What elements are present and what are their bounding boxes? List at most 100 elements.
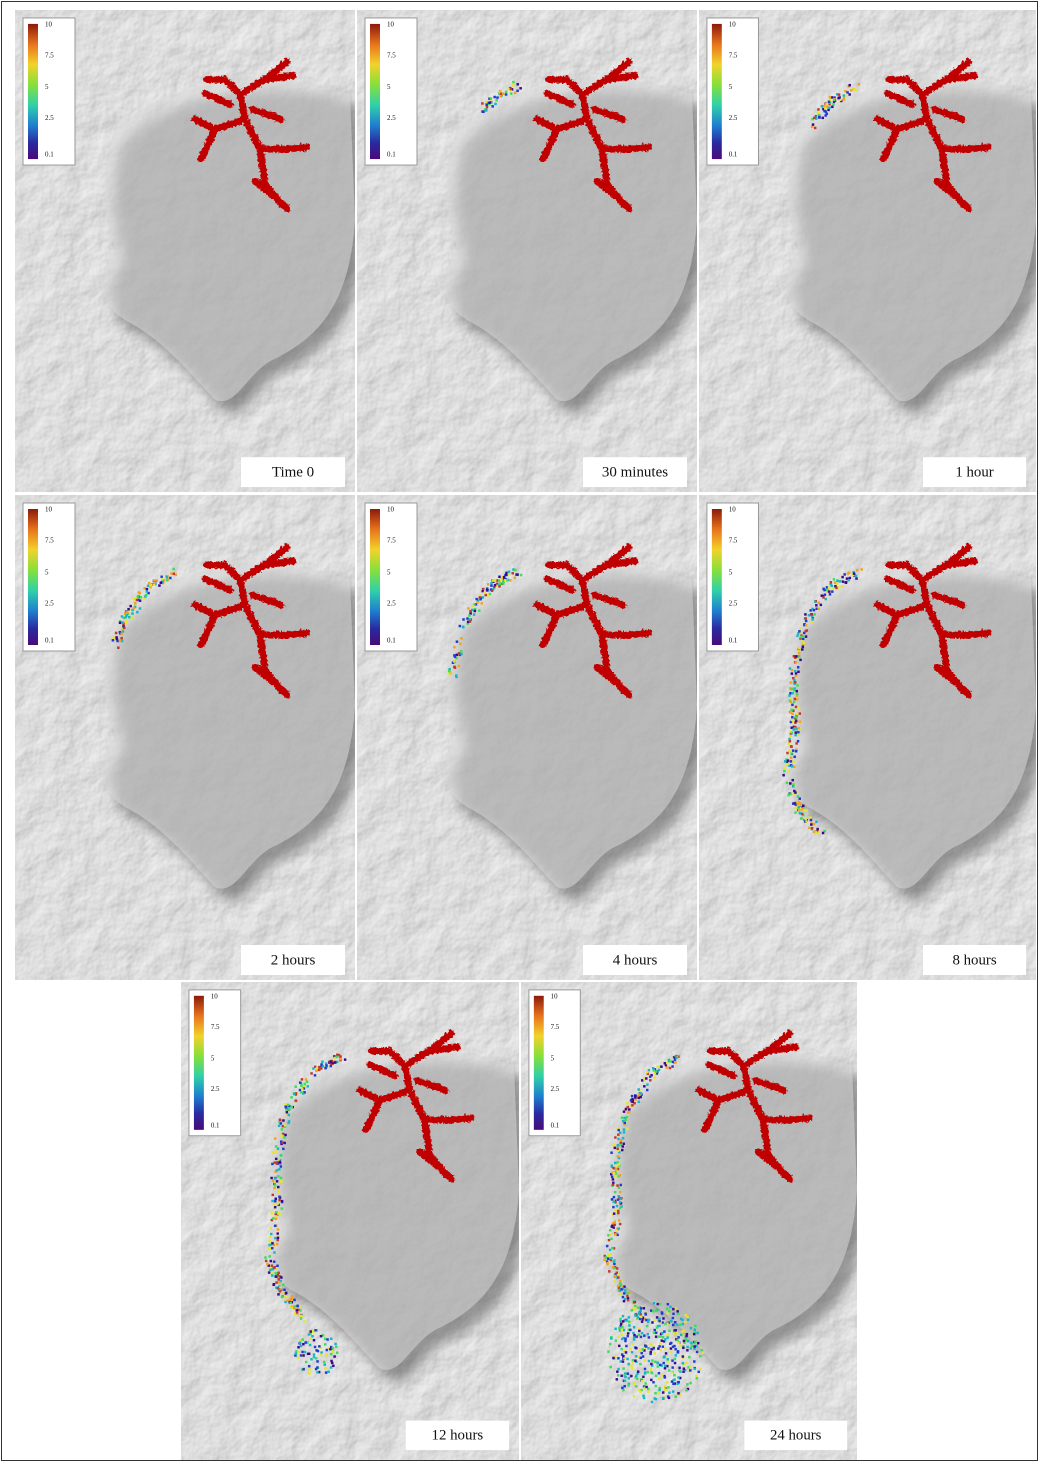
legend-tick-label: 0.1 xyxy=(729,637,738,645)
legend-tick-label: 10 xyxy=(387,21,395,29)
plume-cell xyxy=(674,1395,676,1397)
flood-extent xyxy=(768,1047,796,1051)
plume-cell xyxy=(795,661,797,664)
plume-cell xyxy=(834,581,836,584)
plume-cell xyxy=(640,1316,642,1318)
plume-cell xyxy=(308,1372,310,1374)
plume-cell xyxy=(271,1274,273,1276)
legend-tick-label: 5 xyxy=(211,1055,215,1062)
plume-cell xyxy=(486,588,489,591)
map-panel: 107.552.50.130 minutes xyxy=(357,10,697,492)
plume-cell xyxy=(325,1354,327,1356)
plume-cell xyxy=(788,770,790,773)
plume-cell xyxy=(789,740,791,743)
plume-cell xyxy=(478,609,481,612)
plume-cell xyxy=(626,1102,628,1104)
plume-cell xyxy=(499,582,502,585)
plume-cell xyxy=(614,1136,616,1138)
plume-cell xyxy=(663,1330,665,1332)
plume-cell xyxy=(620,1198,622,1200)
legend-tick-label: 0.1 xyxy=(45,151,54,159)
plume-cell xyxy=(610,1233,612,1235)
plume-cell xyxy=(485,109,488,111)
plume-cell xyxy=(795,742,797,745)
plume-cell xyxy=(307,1085,309,1087)
plume-cell xyxy=(295,1350,297,1352)
plume-cell xyxy=(689,1382,691,1384)
plume-cell xyxy=(300,1354,302,1356)
plume-cell xyxy=(299,1309,301,1311)
plume-cell xyxy=(282,1148,284,1150)
plume-cell xyxy=(631,1351,633,1353)
plume-cell xyxy=(633,1334,635,1336)
plume-cell xyxy=(304,1351,306,1353)
plume-cell xyxy=(674,1329,676,1331)
plume-cell xyxy=(609,1366,611,1368)
plume-cell xyxy=(677,1351,679,1353)
plume-cell xyxy=(783,767,785,770)
plume-cell xyxy=(275,1158,277,1160)
plume-cell xyxy=(280,1177,282,1179)
plume-cell xyxy=(797,727,799,730)
plume-cell xyxy=(651,1359,653,1361)
plume-cell xyxy=(656,1316,658,1318)
legend-tick-label: 10 xyxy=(45,21,53,29)
plume-cell xyxy=(631,1098,633,1100)
plume-cell xyxy=(666,1336,668,1338)
plume-cell xyxy=(617,1357,619,1359)
plume-cell xyxy=(623,1329,625,1331)
plume-cell xyxy=(674,1358,676,1360)
plume-cell xyxy=(646,1089,648,1091)
plume-cell xyxy=(793,766,795,769)
plume-cell xyxy=(612,1167,614,1169)
color-bar xyxy=(712,24,722,159)
plume-cell xyxy=(626,1128,628,1130)
plume-cell xyxy=(621,1333,623,1335)
plume-cell xyxy=(613,1263,615,1265)
plume-cell xyxy=(170,572,173,575)
plume-cell xyxy=(844,90,846,92)
plume-cell xyxy=(648,1336,650,1338)
plume-cell xyxy=(275,1275,277,1277)
plume-cell xyxy=(623,1385,625,1387)
plume-cell xyxy=(678,1367,680,1369)
plume-cell xyxy=(495,99,498,101)
plume-cell xyxy=(803,809,805,812)
plume-cell xyxy=(653,1076,655,1078)
plume-cell xyxy=(791,672,793,675)
map-panel: 107.552.50.1Time 0 xyxy=(15,10,355,492)
plume-cell xyxy=(683,1330,685,1332)
plume-cell xyxy=(624,1338,626,1340)
plume-cell xyxy=(694,1368,696,1370)
plume-cell xyxy=(310,1072,312,1074)
plume-cell xyxy=(817,112,819,114)
plume-cell xyxy=(301,1338,303,1340)
plume-cell xyxy=(676,1310,678,1312)
plume-cell xyxy=(613,1172,615,1174)
plume-cell xyxy=(508,571,511,574)
plume-cell xyxy=(276,1265,278,1267)
plume-cell xyxy=(275,1281,277,1283)
plume-cell xyxy=(281,1207,283,1209)
plume-cell xyxy=(611,1225,613,1227)
plume-cell xyxy=(632,1332,634,1334)
plume-cell xyxy=(490,582,493,585)
plume-cell xyxy=(820,604,822,607)
plume-cell xyxy=(617,1195,619,1197)
plume-cell xyxy=(172,568,175,571)
plume-cell xyxy=(316,1067,318,1069)
plume-cell xyxy=(810,819,812,822)
plume-cell xyxy=(671,1065,673,1067)
plume-cell xyxy=(334,1057,336,1059)
plume-cell xyxy=(823,589,825,592)
plume-cell xyxy=(628,1316,630,1318)
plume-cell xyxy=(701,1349,703,1351)
plume-cell xyxy=(661,1311,663,1313)
plume-cell xyxy=(621,1285,623,1287)
plume-cell xyxy=(619,1191,621,1193)
plume-cell xyxy=(283,1136,285,1138)
plume-cell xyxy=(799,797,801,800)
plume-cell xyxy=(266,1263,268,1265)
plume-cell xyxy=(621,1117,623,1119)
plume-cell xyxy=(655,1332,657,1334)
